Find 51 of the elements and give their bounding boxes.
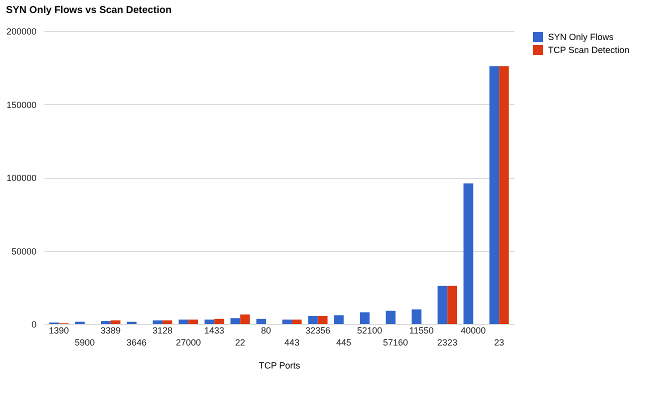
bar — [334, 315, 344, 324]
y-tick-label: 150000 — [6, 100, 36, 110]
y-tick-label: 100000 — [6, 173, 36, 183]
x-tick-label: 1433 — [204, 326, 224, 336]
x-tick-label: 27000 — [176, 338, 201, 348]
bar — [489, 66, 500, 324]
bar — [178, 320, 188, 324]
bar — [412, 309, 422, 324]
bar — [214, 318, 224, 324]
x-tick-label: 443 — [284, 338, 300, 348]
legend-label: SYN Only Flows — [548, 32, 614, 42]
bar — [100, 321, 111, 324]
y-tick-label: 200000 — [6, 26, 36, 36]
y-tick-label: 0 — [31, 320, 36, 330]
bar — [464, 183, 474, 324]
x-tick-label: 23 — [494, 338, 504, 348]
bar — [256, 318, 266, 324]
bar — [230, 318, 240, 324]
bar — [162, 320, 172, 324]
bar — [447, 286, 458, 324]
bar — [188, 320, 198, 324]
x-tick-label: 5900 — [74, 338, 95, 348]
bar — [499, 66, 509, 324]
x-axis-title: TCP Ports — [258, 360, 301, 370]
x-tick-label: 445 — [336, 338, 352, 348]
y-tick-label: 50000 — [11, 246, 36, 256]
x-tick-label: 11550 — [409, 326, 434, 336]
bar — [386, 310, 396, 324]
bar — [318, 316, 328, 324]
bar — [308, 316, 318, 324]
x-tick-label: 2323 — [437, 338, 458, 348]
x-tick-label: 32356 — [305, 326, 330, 336]
bar — [152, 320, 162, 324]
bar — [292, 320, 302, 324]
bar — [204, 320, 214, 324]
legend-label: TCP Scan Detection — [548, 45, 630, 55]
bar — [110, 320, 120, 324]
bar — [438, 286, 448, 324]
x-tick-label: 3646 — [126, 338, 147, 348]
x-tick-label: 80 — [261, 326, 272, 336]
x-tick-label: 52100 — [357, 326, 382, 336]
bar — [240, 314, 250, 324]
chart-title: SYN Only Flows vs Scan Detection — [6, 5, 172, 16]
x-tick-label: 1390 — [48, 326, 69, 336]
x-tick-label: 40000 — [460, 326, 486, 336]
bar — [360, 312, 370, 324]
bar — [282, 320, 292, 324]
x-tick-label: 22 — [235, 338, 246, 348]
x-tick-label: 3128 — [152, 326, 172, 336]
x-tick-label: 3389 — [100, 326, 121, 336]
x-tick-label: 57160 — [383, 338, 408, 348]
